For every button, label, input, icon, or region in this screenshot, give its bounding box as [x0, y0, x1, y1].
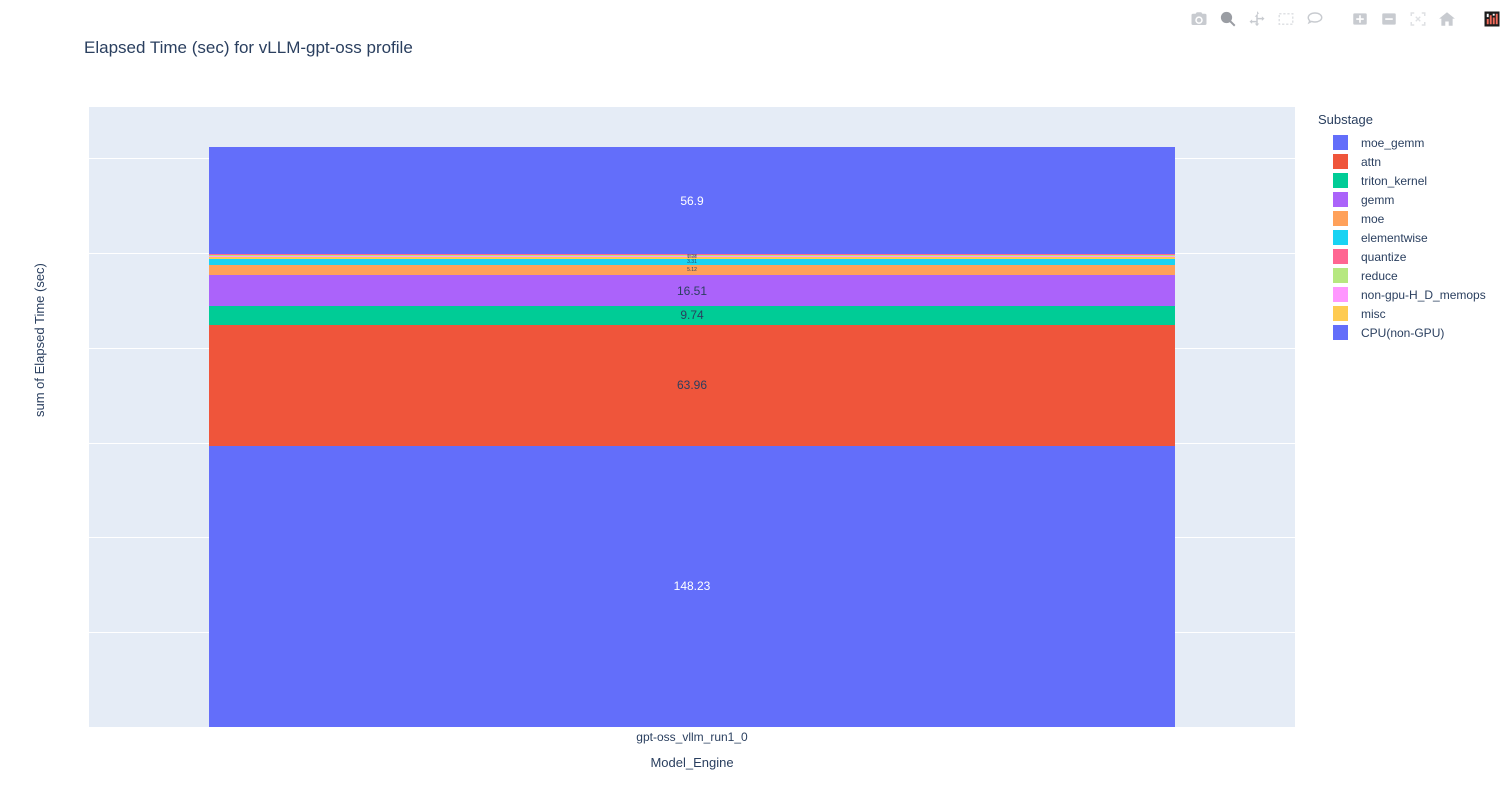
download-plot-as-png-icon[interactable]: [1189, 9, 1209, 29]
legend-item-attn[interactable]: attn: [1318, 152, 1508, 171]
zoom-out-icon[interactable]: [1379, 9, 1399, 29]
bar-segment-non-gpu-H_D_memops[interactable]: 0.52: [209, 255, 1175, 257]
bar-segment-misc[interactable]: 1.09: [209, 256, 1175, 259]
legend-item-triton_kernel[interactable]: triton_kernel: [1318, 171, 1508, 190]
legend-label-elementwise: elementwise: [1361, 230, 1428, 245]
page-title: Elapsed Time (sec) for vLLM-gpt-oss prof…: [84, 38, 413, 57]
bar-segment-elementwise[interactable]: 3.31: [209, 258, 1175, 266]
legend-label-non-gpu-H_D_memops: non-gpu-H_D_memops: [1361, 287, 1486, 302]
legend-item-elementwise[interactable]: elementwise: [1318, 228, 1508, 247]
legend-label-quantize: quantize: [1361, 249, 1407, 264]
x-axis-title: Model_Engine: [650, 755, 734, 770]
bar-segment-CPU(non-GPU)[interactable]: 148.23: [209, 445, 1175, 727]
legend-label-moe_gemm: moe_gemm: [1361, 135, 1425, 150]
bar-segment-label-elementwise: 3.31: [687, 258, 697, 265]
bar-segment-triton_kernel[interactable]: 9.74: [209, 306, 1175, 325]
bar-segment-reduce[interactable]: 0.41: [209, 255, 1175, 256]
legend-label-attn: attn: [1361, 154, 1382, 169]
legend-item-moe_gemm[interactable]: moe_gemm: [1318, 133, 1508, 152]
plotly-logo-icon[interactable]: [1482, 9, 1502, 29]
legend-swatch-CPU(non-GPU): [1333, 325, 1348, 340]
pan-icon[interactable]: [1247, 9, 1267, 29]
y-axis-title: sum of Elapsed Time (sec): [32, 263, 47, 417]
zoom-in-icon[interactable]: [1350, 9, 1370, 29]
legend-swatch-misc: [1333, 306, 1348, 321]
bar-segment-label-misc: 1.09: [687, 257, 697, 259]
zoom-icon[interactable]: [1218, 9, 1238, 29]
bar-segment-label-CPU(non-GPU): 148.23: [673, 579, 711, 594]
plotly-modebar[interactable]: [1189, 8, 1502, 30]
plot-area[interactable]: 148.23 63.96 9.74 16.51 5.123.311.090.520.41…: [89, 107, 1295, 727]
legend-label-triton_kernel: triton_kernel: [1361, 173, 1428, 188]
legend-item-quantize[interactable]: quantize: [1318, 247, 1508, 266]
bar-segment-label-gemm: 16.51: [676, 283, 708, 298]
bar-segment-label-moe: 5.12: [687, 266, 697, 273]
bar-segment-quantize[interactable]: 0.35: [209, 254, 1175, 256]
bar-segment-label-moe_gemm: 56.9: [680, 193, 704, 208]
bar-segment-label-quantize: 0.35: [687, 254, 697, 255]
bar-segment-moe_gemm[interactable]: 56.9: [209, 146, 1175, 255]
bar-segment-label-reduce: 0.41: [687, 255, 697, 256]
legend-swatch-reduce: [1333, 268, 1348, 283]
legend-swatch-attn: [1333, 154, 1348, 169]
legend-swatch-elementwise: [1333, 230, 1348, 245]
bar-segment-attn[interactable]: 63.96: [209, 324, 1175, 446]
legend-label-gemm: gemm: [1361, 192, 1395, 207]
legend-item-CPU(non-GPU)[interactable]: CPU(non-GPU): [1318, 323, 1508, 342]
bar-segment-label-non-gpu-H_D_memops: 0.52: [687, 256, 697, 257]
lasso-select-icon[interactable]: [1305, 9, 1325, 29]
legend[interactable]: Substage moe_gemm attn triton_kernel gemm mo…: [1318, 112, 1508, 342]
legend-item-moe[interactable]: moe: [1318, 209, 1508, 228]
legend-swatch-moe_gemm: [1333, 135, 1348, 150]
bar-segment-moe[interactable]: 5.12: [209, 265, 1175, 275]
box-select-icon[interactable]: [1276, 9, 1296, 29]
legend-label-CPU(non-GPU): CPU(non-GPU): [1361, 325, 1445, 340]
stacked-bar-gpt-oss_vllm_run1_0[interactable]: 148.23 63.96 9.74 16.51 5.123.311.090.520.41…: [209, 107, 1175, 727]
legend-item-reduce[interactable]: reduce: [1318, 266, 1508, 285]
legend-item-non-gpu-H_D_memops[interactable]: non-gpu-H_D_memops: [1318, 285, 1508, 304]
x-axis-tick-label: gpt-oss_vllm_run1_0: [636, 730, 748, 744]
legend-swatch-moe: [1333, 211, 1348, 226]
legend-title: Substage: [1318, 112, 1373, 127]
legend-swatch-gemm: [1333, 192, 1348, 207]
legend-swatch-triton_kernel: [1333, 173, 1348, 188]
legend-swatch-quantize: [1333, 249, 1348, 264]
autoscale-icon[interactable]: [1408, 9, 1428, 29]
legend-item-gemm[interactable]: gemm: [1318, 190, 1508, 209]
legend-label-moe: moe: [1361, 211, 1385, 226]
reset-axes-icon[interactable]: [1437, 9, 1457, 29]
bar-segment-label-attn: 63.96: [676, 378, 708, 393]
legend-item-misc[interactable]: misc: [1318, 304, 1508, 323]
bar-segment-gemm[interactable]: 16.51: [209, 274, 1175, 307]
legend-label-reduce: reduce: [1361, 268, 1398, 283]
bar-segment-label-triton_kernel: 9.74: [680, 308, 704, 323]
legend-label-misc: misc: [1361, 306, 1386, 321]
legend-swatch-non-gpu-H_D_memops: [1333, 287, 1348, 302]
